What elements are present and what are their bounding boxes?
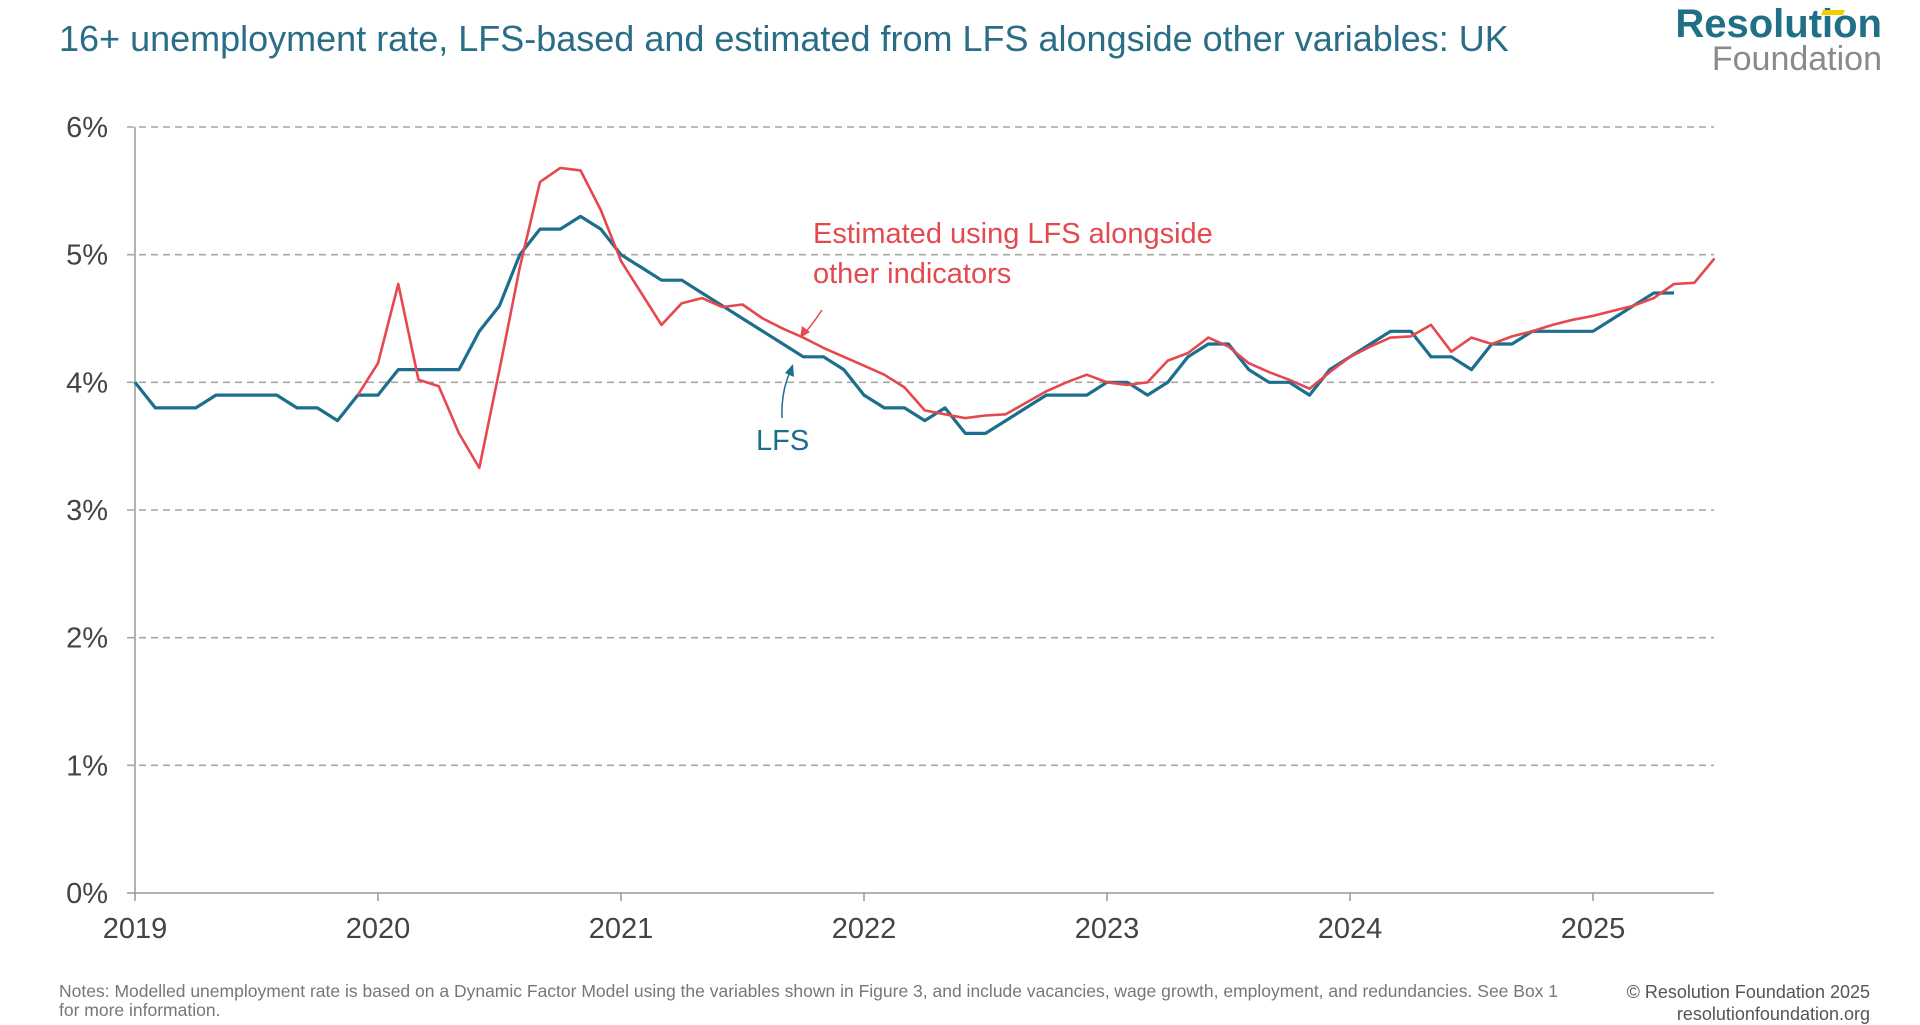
y-tick-labels: 0% 1% 2% 3% 4% 5% 6% — [66, 112, 108, 910]
annotation-lfs-arrowhead — [785, 364, 794, 377]
annotation-lfs: LFS — [756, 425, 809, 457]
logo-line1: Resolution — [1675, 2, 1882, 46]
y-tick-label: 2% — [66, 623, 108, 655]
estimated-line — [356, 166, 1716, 470]
website: resolutionfoundation.org — [1676, 1003, 1870, 1024]
x-tick-label: 2025 — [1561, 913, 1626, 945]
copyright: © Resolution Foundation 2025 — [1626, 982, 1870, 1002]
resolution-foundation-logo: Resolution Foundation — [1675, 4, 1882, 76]
x-tick-label: 2021 — [589, 913, 654, 945]
logo-line2: Foundation — [1711, 40, 1882, 78]
y-tick-label: 6% — [66, 112, 108, 144]
lfs-line — [133, 214, 1674, 435]
x-tick-labels: 2019 2020 2021 2022 2023 2024 2025 — [103, 913, 1626, 945]
x-tick-label: 2023 — [1075, 913, 1140, 945]
annotation-lfs-arrow — [781, 371, 791, 419]
chart-title: 16+ unemployment rate, LFS-based and est… — [59, 18, 1509, 59]
x-tick-label: 2024 — [1318, 913, 1383, 945]
copyright-block: © Resolution Foundation 2025 resolutionf… — [1627, 982, 1870, 1025]
x-tick-label: 2022 — [832, 913, 897, 945]
y-tick-label: 0% — [66, 878, 108, 910]
x-tick-label: 2019 — [103, 913, 168, 945]
y-tick-label: 1% — [66, 750, 108, 782]
series-lines — [133, 166, 1716, 470]
annotations: Estimated using LFS alongside other indi… — [756, 218, 1213, 457]
chart-notes: Notes: Modelled unemployment rate is bas… — [59, 981, 1559, 1021]
annotation-estimated-line1: Estimated using LFS alongside — [813, 218, 1213, 250]
annotation-estimated-line2: other indicators — [813, 258, 1011, 290]
y-tick-label: 4% — [66, 367, 108, 399]
x-tick-label: 2020 — [346, 913, 411, 945]
gridlines — [127, 126, 1714, 901]
annotation-estimated-arrowhead — [800, 326, 810, 338]
y-tick-label: 3% — [66, 495, 108, 527]
y-tick-label: 5% — [66, 240, 108, 272]
